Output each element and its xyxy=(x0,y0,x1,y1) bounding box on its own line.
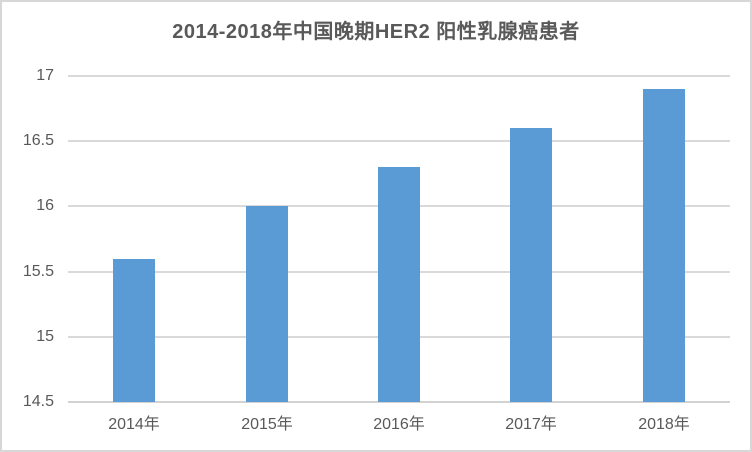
chart-title: 2014-2018年中国晚期HER2 阳性乳腺癌患者 xyxy=(172,21,580,43)
bar-2015年 xyxy=(246,206,288,402)
y-tick-label: 15 xyxy=(36,328,54,345)
x-tick-label: 2014年 xyxy=(108,416,160,433)
gridline xyxy=(68,75,730,77)
bar-2018年 xyxy=(643,89,685,402)
x-axis-line xyxy=(68,401,730,403)
bar-2016年 xyxy=(378,167,420,402)
y-tick-label: 14.5 xyxy=(22,393,54,410)
x-tick-label: 2017年 xyxy=(505,416,557,433)
y-tick-label: 17 xyxy=(36,67,54,84)
bar-2014年 xyxy=(113,259,155,402)
plot-area xyxy=(68,75,730,403)
x-tick-label: 2015年 xyxy=(241,416,293,433)
y-tick-label: 15.5 xyxy=(22,263,54,280)
x-tick-label: 2018年 xyxy=(638,416,690,433)
x-tick-label: 2016年 xyxy=(373,416,425,433)
gridline xyxy=(68,140,730,142)
y-tick-label: 16 xyxy=(36,197,54,214)
y-tick-label: 16.5 xyxy=(22,132,54,149)
bar-2017年 xyxy=(510,128,552,402)
